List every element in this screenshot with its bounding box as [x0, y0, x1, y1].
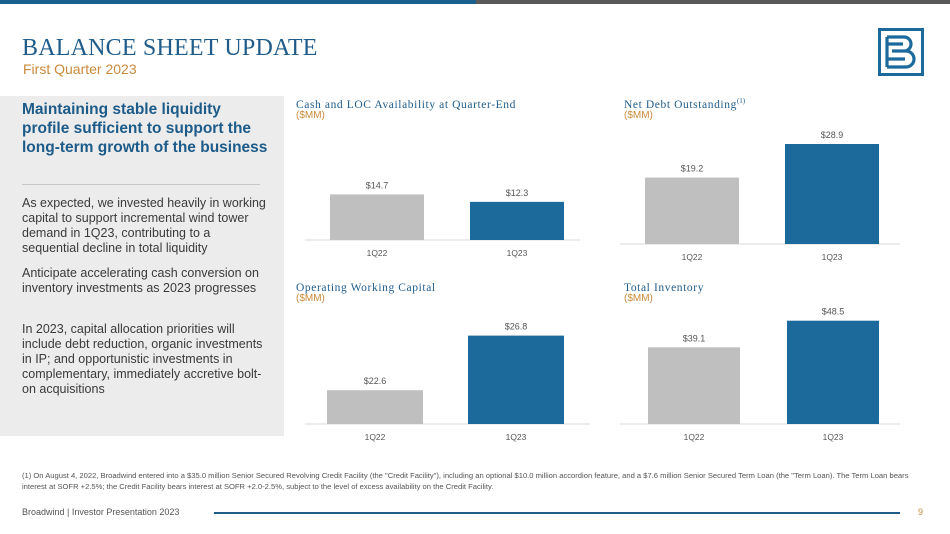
chart-title-working-capital: Operating Working Capital — [296, 281, 436, 294]
bar-1q23 — [468, 335, 564, 424]
data-label-1q22: $19.2 — [681, 164, 704, 174]
page-title: BALANCE SHEET UPDATE — [22, 35, 318, 61]
chart-unit-cash-loc: ($MM) — [296, 110, 325, 121]
summary-divider — [22, 184, 260, 185]
summary-paragraph-3: In 2023, capital allocation priorities w… — [22, 322, 263, 396]
category-label-1q22: 1Q22 — [365, 432, 386, 442]
page-subtitle: First Quarter 2023 — [23, 61, 137, 77]
chart-title-inventory: Total Inventory — [624, 281, 705, 294]
summary-panel — [0, 96, 284, 436]
footer-divider — [214, 512, 900, 514]
category-label-1q23: 1Q23 — [506, 432, 527, 442]
bar-1q22 — [648, 347, 740, 424]
data-label-1q22: $39.1 — [683, 333, 706, 343]
category-label-1q22: 1Q22 — [684, 432, 705, 442]
bar-1q23 — [470, 201, 564, 240]
top-accent-bar-blue — [0, 0, 476, 4]
broadwind-logo-icon — [878, 28, 924, 76]
summary-paragraph-1: As expected, we invested heavily in work… — [22, 196, 266, 255]
bar-1q22 — [645, 177, 739, 244]
bar-1q22 — [330, 194, 424, 240]
footnote: (1) On August 4, 2022, Broadwind entered… — [22, 471, 909, 491]
summary-paragraph-2: Anticipate accelerating cash conversion … — [22, 266, 259, 295]
page-number: 9 — [918, 507, 924, 517]
data-label-1q23: $26.8 — [505, 322, 528, 332]
chart-unit-inventory: ($MM) — [624, 293, 653, 304]
category-label-1q23: 1Q23 — [823, 432, 844, 442]
category-label-1q22: 1Q22 — [682, 252, 703, 262]
bar-1q23 — [787, 320, 879, 424]
chart-title-net-debt: Net Debt Outstanding(1) — [624, 97, 746, 111]
data-label-1q23: $48.5 — [822, 307, 845, 317]
category-label-1q23: 1Q23 — [507, 248, 528, 258]
data-label-1q23: $12.3 — [506, 188, 529, 198]
category-label-1q22: 1Q22 — [367, 248, 388, 258]
data-label-1q22: $22.6 — [364, 376, 387, 386]
top-accent-bar-gray — [476, 0, 950, 4]
chart-unit-working-capital: ($MM) — [296, 293, 325, 304]
chart-title-cash-loc: Cash and LOC Availability at Quarter-End — [296, 98, 516, 111]
data-label-1q22: $14.7 — [366, 180, 389, 190]
data-label-1q23: $28.9 — [821, 130, 844, 140]
bar-1q22 — [327, 390, 423, 424]
category-label-1q23: 1Q23 — [822, 252, 843, 262]
chart-unit-net-debt: ($MM) — [624, 110, 653, 121]
summary-heading: Maintaining stable liquidity profile suf… — [22, 101, 268, 156]
bar-1q23 — [785, 144, 879, 244]
footer-text: Broadwind | Investor Presentation 2023 — [22, 507, 180, 517]
